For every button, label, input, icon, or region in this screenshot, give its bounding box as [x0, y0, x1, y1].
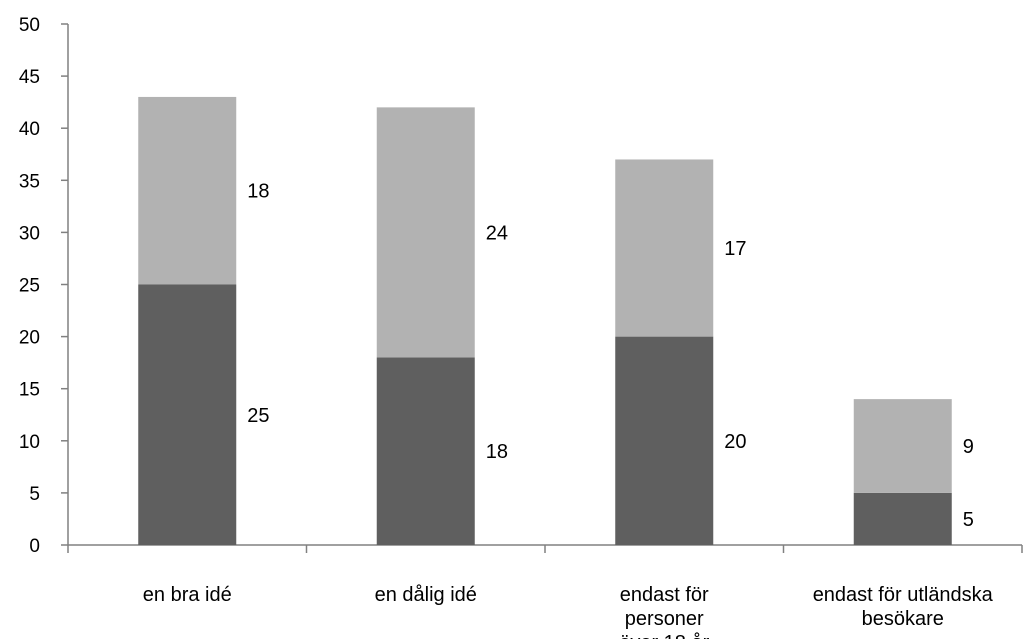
bar-segment — [615, 336, 714, 545]
data-label: 25 — [247, 405, 269, 427]
category-label: en bra idé — [143, 584, 232, 606]
bar-segment — [376, 357, 475, 545]
category-label-line: över 18 år — [619, 632, 709, 639]
category-labels: en bra idé en dålig idé endast för personer… — [143, 584, 994, 639]
y-tick-label: 30 — [19, 223, 40, 244]
bars — [138, 96, 952, 545]
y-axis: 0 5 10 15 20 25 30 35 40 45 50 — [19, 15, 69, 557]
category-label: en dålig idé — [375, 584, 477, 606]
y-tick-label: 10 — [19, 432, 40, 453]
data-label: 17 — [724, 238, 746, 260]
y-tick-label: 45 — [19, 67, 40, 88]
bar-segment — [138, 284, 237, 545]
y-tick-label: 5 — [29, 484, 40, 505]
category-label-line: en dålig idé — [375, 584, 477, 606]
bar-segment — [376, 107, 475, 358]
data-label: 18 — [486, 441, 508, 463]
data-label: 24 — [486, 222, 508, 244]
bar-segment — [615, 159, 714, 337]
bar-segment — [138, 96, 237, 285]
y-tick-label: 40 — [19, 119, 40, 140]
bar-segment — [853, 399, 952, 493]
data-labels: 25 18 18 24 20 17 5 9 — [247, 181, 974, 531]
category-label-line: endast för — [620, 584, 709, 606]
category-label-line: personer — [625, 608, 704, 630]
data-label: 9 — [963, 436, 974, 458]
data-label: 18 — [247, 181, 269, 203]
category-label-line: besökare — [862, 608, 944, 630]
data-label: 5 — [963, 509, 974, 531]
y-tick-label: 50 — [19, 15, 40, 36]
y-tick-label: 35 — [19, 171, 40, 192]
category-label-line: en bra idé — [143, 584, 232, 606]
category-label-line: endast för utländska — [813, 584, 994, 606]
data-label: 20 — [724, 431, 746, 453]
x-axis — [67, 544, 1023, 553]
category-label: endast för utländska besökare — [813, 584, 994, 630]
y-tick-label: 25 — [19, 276, 40, 297]
bar-segment — [853, 492, 952, 545]
y-tick-label: 15 — [19, 380, 40, 401]
y-tick-label: 0 — [29, 536, 40, 557]
y-tick-label: 20 — [19, 328, 40, 349]
